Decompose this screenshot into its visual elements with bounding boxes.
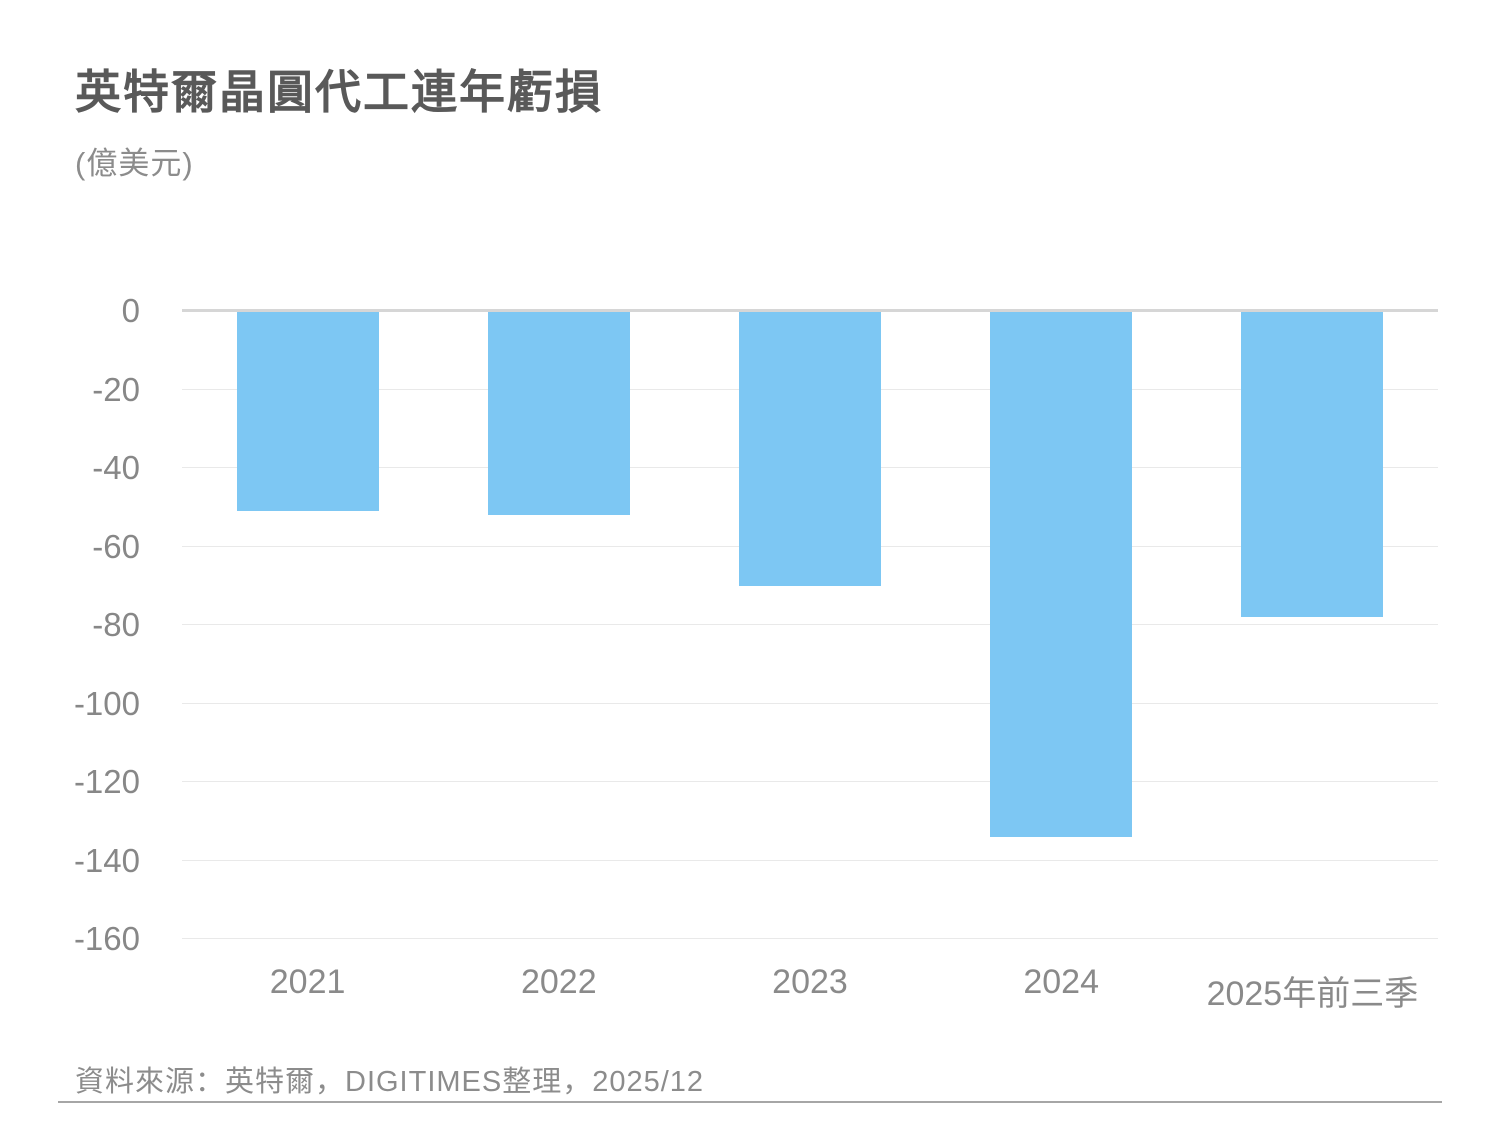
x-category-label: 2025年前三季 bbox=[1206, 975, 1419, 1013]
unit-label: (億美元) bbox=[75, 146, 194, 181]
y-tick-label: -80 bbox=[92, 606, 140, 643]
bar-2022 bbox=[487, 311, 630, 516]
x-category-label: 2021 bbox=[269, 963, 346, 1001]
y-tick-label: 0 bbox=[121, 292, 140, 329]
y-tick-label: -40 bbox=[92, 449, 140, 486]
y-tick-label: -60 bbox=[92, 527, 140, 565]
bar-2025年前三季 bbox=[1241, 311, 1384, 618]
x-category-label: 2022 bbox=[520, 963, 597, 1001]
y-tick-label: -20 bbox=[92, 370, 140, 408]
zero-axis-line bbox=[182, 309, 1438, 312]
bar-2023 bbox=[739, 311, 881, 586]
gridline bbox=[182, 859, 1438, 861]
x-category-label: 2024 bbox=[1023, 963, 1099, 1001]
y-tick-label: -100 bbox=[73, 684, 140, 722]
gridline bbox=[182, 702, 1438, 704]
gridline bbox=[182, 781, 1438, 782]
y-tick-label: -140 bbox=[73, 841, 140, 879]
bottom-divider bbox=[58, 1101, 1442, 1103]
bar-2021 bbox=[236, 311, 379, 512]
x-category-label: 2023 bbox=[772, 963, 848, 1001]
bar-2024 bbox=[990, 311, 1133, 837]
chart-title: 英特爾晶圓代工連年虧損 bbox=[75, 66, 603, 118]
gridline bbox=[182, 624, 1438, 625]
plot-area bbox=[182, 309, 1438, 939]
y-tick-label: -160 bbox=[73, 920, 140, 957]
y-tick-label: -120 bbox=[73, 763, 140, 800]
source-note: 資料來源：英特爾，DIGITIMES整理，2025/12 bbox=[75, 1066, 705, 1098]
gridline bbox=[182, 938, 1438, 939]
